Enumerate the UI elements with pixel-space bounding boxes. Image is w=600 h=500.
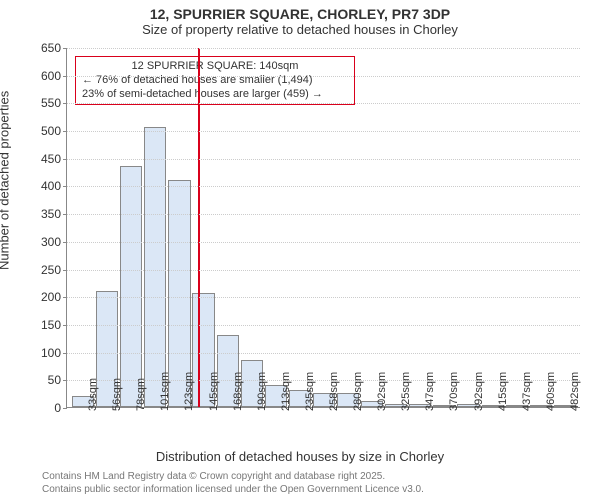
xtick-label: 258sqm [328,372,340,411]
x-axis-label: Distribution of detached houses by size … [0,449,600,464]
xtick-label: 280sqm [352,372,364,411]
ytick-label: 350 [41,207,61,221]
chart-container: 12, SPURRIER SQUARE, CHORLEY, PR7 3DP Si… [0,0,600,500]
xtick-label: 190sqm [256,372,268,411]
ytick-label: 500 [41,124,61,138]
histogram-bar [120,166,142,407]
xtick-label: 123sqm [183,372,195,411]
gridline-h [67,270,580,271]
xtick-label: 78sqm [135,378,147,411]
chart-title: 12, SPURRIER SQUARE, CHORLEY, PR7 3DP [0,0,600,22]
gridline-h [67,353,580,354]
chart-subtitle: Size of property relative to detached ho… [0,22,600,41]
ytick-mark [63,325,67,326]
ytick-mark [63,131,67,132]
annotation-line: 12 SPURRIER SQUARE: 140sqm [82,60,348,74]
xtick-label: 145sqm [208,372,220,411]
gridline-h [67,297,580,298]
gridline-h [67,48,580,49]
histogram-bar [144,127,166,407]
ytick-mark [63,380,67,381]
xtick-label: 437sqm [521,372,533,411]
gridline-h [67,325,580,326]
ytick-mark [63,159,67,160]
ytick-label: 0 [54,401,61,415]
xtick-label: 325sqm [400,372,412,411]
xtick-label: 460sqm [545,372,557,411]
ytick-label: 50 [48,373,61,387]
ytick-label: 100 [41,346,61,360]
annotation-line: 23% of semi-detached houses are larger (… [82,88,348,102]
ytick-label: 300 [41,235,61,249]
ytick-label: 650 [41,41,61,55]
ytick-mark [63,270,67,271]
gridline-h [67,131,580,132]
gridline-h [67,159,580,160]
ytick-label: 150 [41,318,61,332]
y-axis-label: Number of detached properties [0,91,12,270]
ytick-label: 600 [41,69,61,83]
gridline-h [67,186,580,187]
xtick-label: 168sqm [232,372,244,411]
ytick-label: 550 [41,96,61,110]
ytick-mark [63,297,67,298]
footer-line-2: Contains public sector information licen… [42,483,424,496]
xtick-label: 415sqm [497,372,509,411]
ytick-label: 450 [41,152,61,166]
ytick-mark [63,48,67,49]
xtick-label: 302sqm [376,372,388,411]
ytick-mark [63,353,67,354]
ytick-mark [63,76,67,77]
annotation-box: 12 SPURRIER SQUARE: 140sqm← 76% of detac… [75,56,355,105]
gridline-h [67,76,580,77]
footer-line-1: Contains HM Land Registry data © Crown c… [42,470,424,483]
gridline-h [67,214,580,215]
ytick-mark [63,408,67,409]
xtick-label: 482sqm [569,372,581,411]
xtick-label: 101sqm [159,372,171,411]
xtick-label: 33sqm [87,378,99,411]
footer-attribution: Contains HM Land Registry data © Crown c… [42,470,424,496]
ytick-label: 250 [41,263,61,277]
gridline-h [67,242,580,243]
ytick-label: 400 [41,179,61,193]
ytick-label: 200 [41,290,61,304]
xtick-label: 235sqm [304,372,316,411]
xtick-label: 56sqm [111,378,123,411]
ytick-mark [63,103,67,104]
xtick-label: 347sqm [424,372,436,411]
xtick-label: 370sqm [448,372,460,411]
gridline-h [67,103,580,104]
plot-area: 12 SPURRIER SQUARE: 140sqm← 76% of detac… [66,48,580,408]
ytick-mark [63,214,67,215]
xtick-label: 392sqm [473,372,485,411]
ytick-mark [63,186,67,187]
ytick-mark [63,242,67,243]
xtick-label: 213sqm [280,372,292,411]
